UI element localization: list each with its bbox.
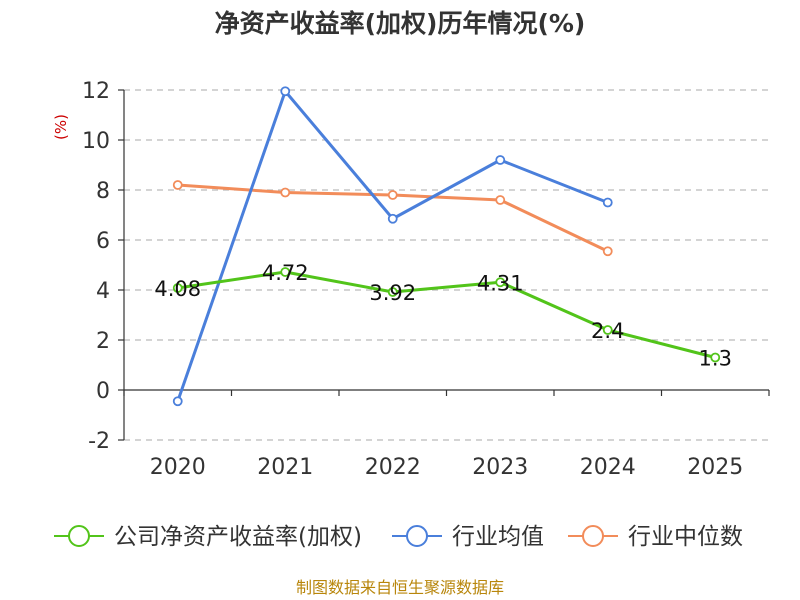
- source-note: 制图数据来自恒生聚源数据库: [296, 578, 504, 597]
- series-line-0: [177, 270, 716, 359]
- axes: -2 0 2 4 6 8 10 12 2020 2021 2022 2023 2024 2025: [82, 79, 770, 480]
- x-tick-label: 2024: [580, 455, 636, 480]
- grid: [124, 89, 769, 441]
- x-tick-label: 2021: [257, 455, 313, 480]
- legend-marker: [406, 525, 428, 547]
- data-label: 2.4: [591, 319, 624, 343]
- chart-title: 净资产收益率(加权)历年情况(%): [215, 9, 586, 38]
- legend[interactable]: 公司净资产收益率(加权) 行业均值 行业中位数: [54, 524, 743, 550]
- data-point: [495, 195, 506, 205]
- legend-item-2[interactable]: 行业中位数: [568, 524, 743, 550]
- data-point: [602, 325, 613, 335]
- y-tick-label: 0: [96, 379, 110, 404]
- y-tick-label: 12: [82, 79, 110, 104]
- data-label: 4.08: [154, 277, 201, 301]
- data-label: 1.3: [699, 347, 732, 371]
- legend-label: 公司净资产收益率(加权): [114, 524, 362, 550]
- series-layer: 4.08 4.72 3.92 4.31 2.4 1.3: [154, 86, 732, 407]
- y-tick-label: 4: [96, 279, 110, 304]
- data-point: [172, 283, 183, 293]
- data-point: [172, 396, 183, 407]
- data-point: [387, 287, 398, 297]
- x-tick-label: 2025: [687, 455, 743, 480]
- y-tick-label: 8: [96, 179, 110, 204]
- series-line-1: [176, 89, 609, 402]
- legend-item-0[interactable]: 公司净资产收益率(加权): [54, 524, 362, 550]
- x-tick-label: 2020: [150, 455, 206, 480]
- data-label: 3.92: [369, 281, 416, 305]
- data-point: [495, 155, 506, 165]
- data-point: [602, 197, 613, 208]
- y-tick-label: -2: [88, 429, 110, 454]
- legend-marker: [68, 525, 90, 547]
- data-point: [280, 267, 291, 277]
- y-tick-label: 6: [96, 229, 110, 254]
- data-point: [280, 187, 291, 198]
- data-point: [710, 352, 721, 363]
- legend-label: 行业均值: [452, 524, 544, 550]
- legend-marker: [582, 525, 604, 547]
- y-tick-label: 2: [96, 329, 110, 354]
- data-point: [172, 180, 183, 190]
- legend-item-1[interactable]: 行业均值: [392, 524, 544, 550]
- x-tick-label: 2022: [365, 455, 421, 480]
- data-point: [387, 190, 398, 200]
- data-point: [495, 277, 506, 288]
- y-axis-label: (%): [52, 114, 70, 140]
- y-tick-label: 10: [82, 129, 110, 154]
- data-point: [280, 86, 291, 97]
- data-label: 4.72: [262, 261, 309, 285]
- data-point: [387, 213, 398, 224]
- x-tick-label: 2023: [472, 455, 528, 480]
- data-point: [602, 246, 613, 257]
- legend-label: 行业中位数: [628, 524, 743, 550]
- data-label: 4.31: [477, 271, 524, 295]
